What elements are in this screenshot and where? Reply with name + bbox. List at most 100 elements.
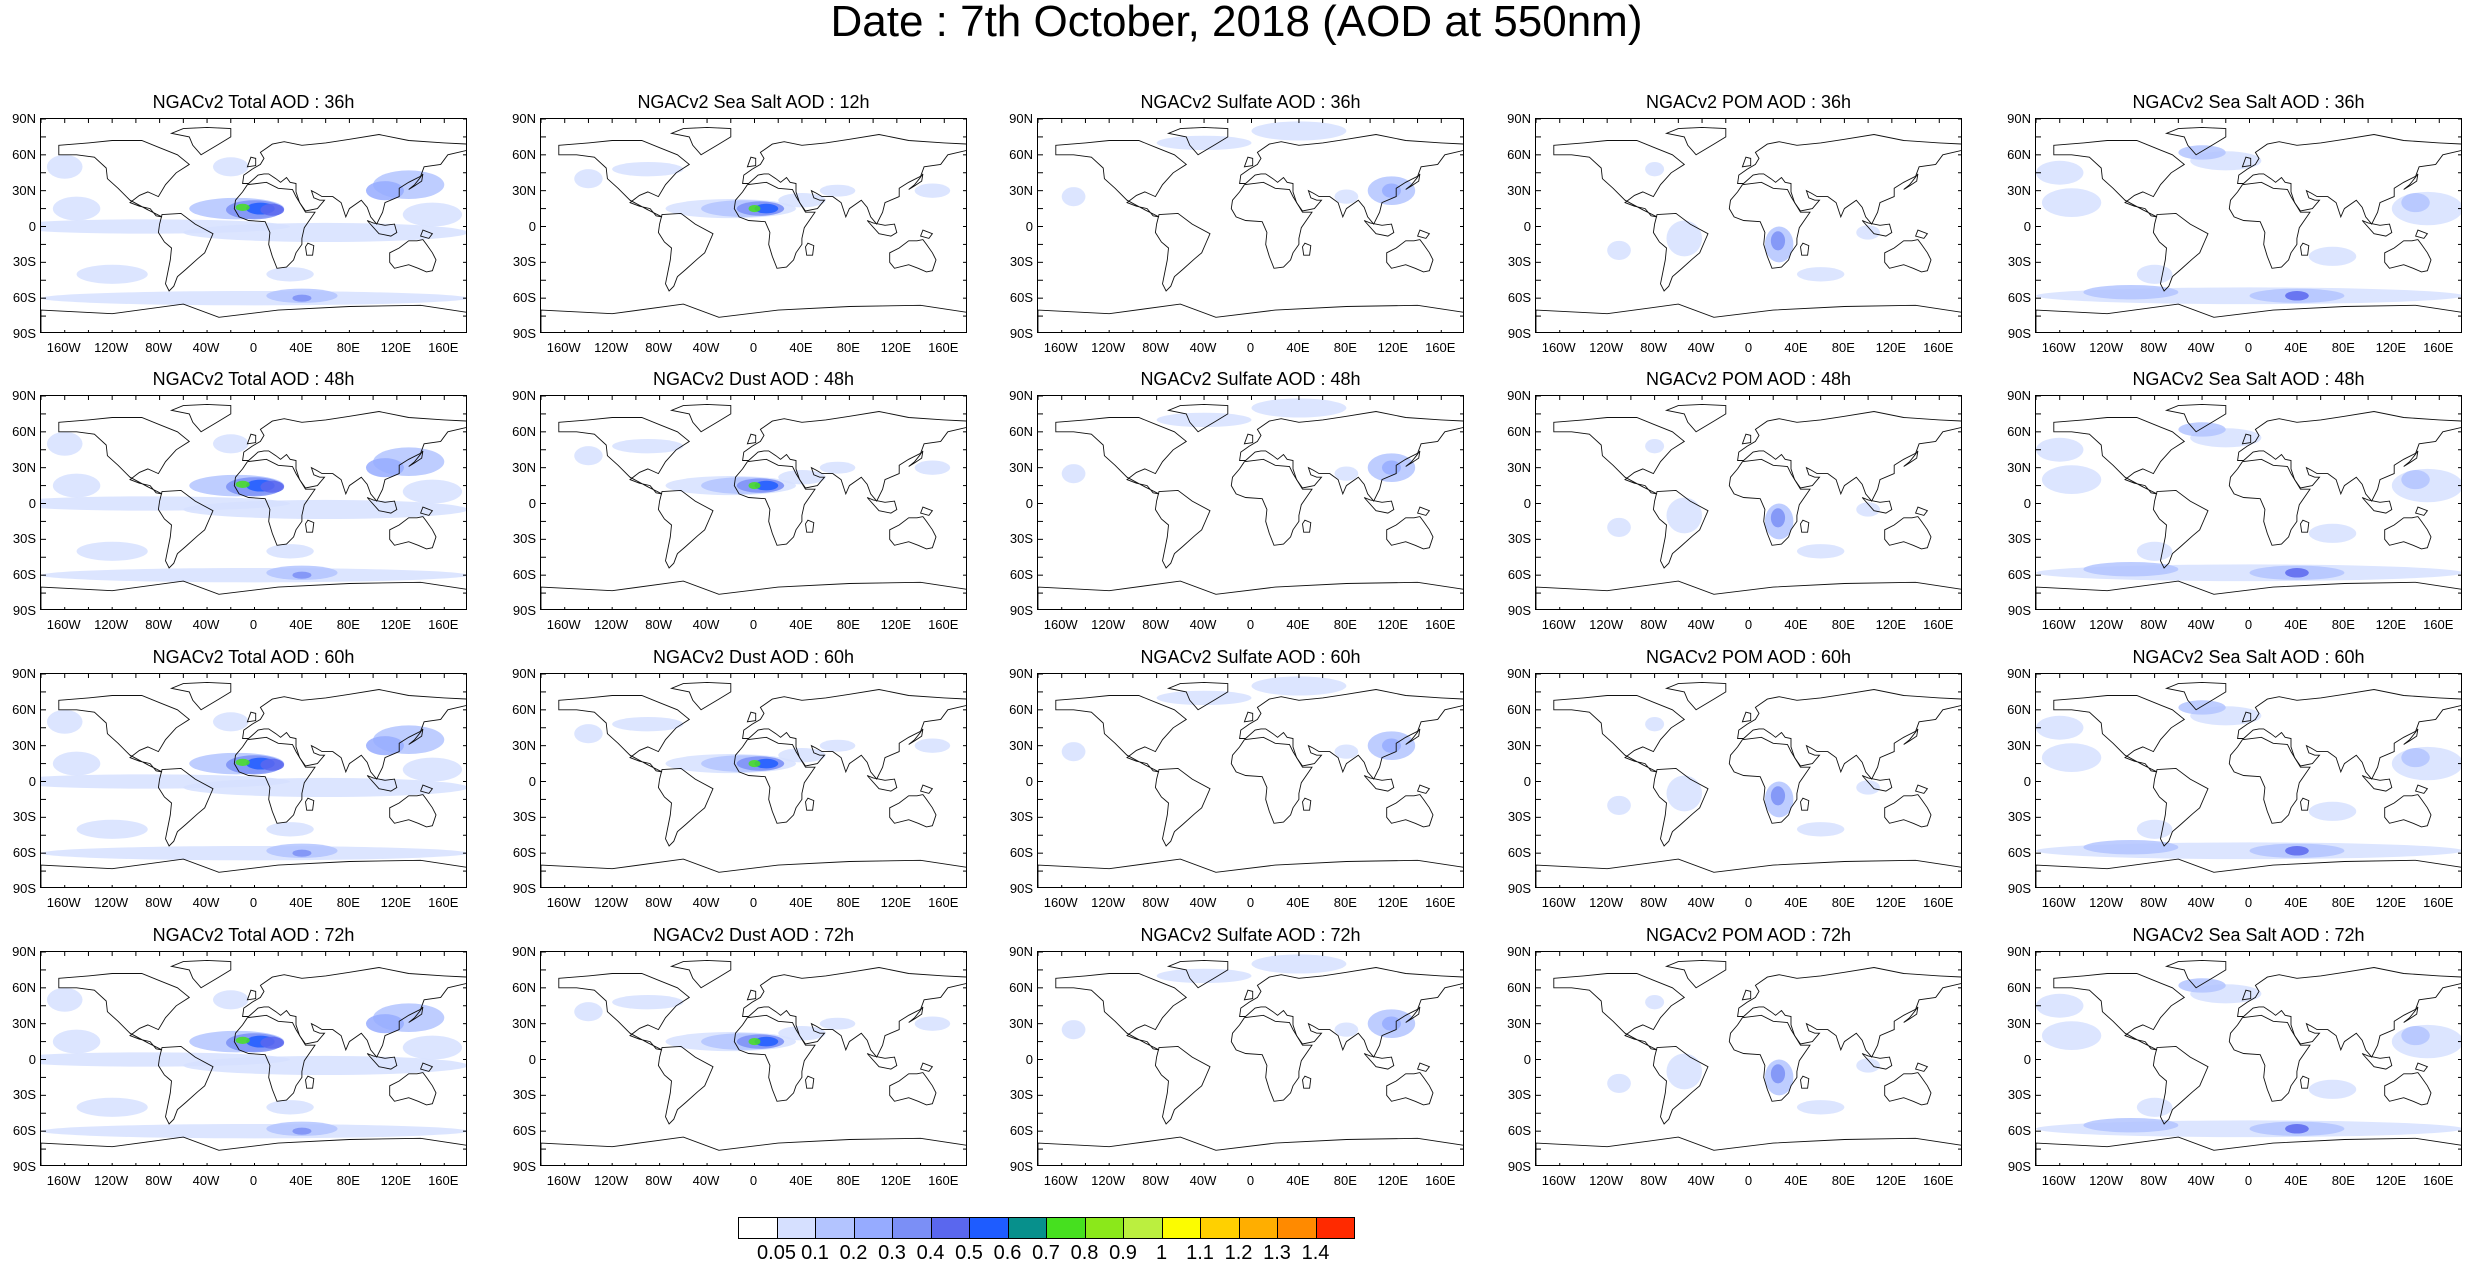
latitude-label: 0: [28, 218, 36, 234]
map-svg: [1038, 396, 1463, 609]
longitude-label: 160E: [428, 617, 459, 632]
coastline-3: [242, 134, 466, 225]
latitude-label: 30S: [1009, 531, 1033, 547]
latitude-label: 90N: [512, 666, 536, 681]
coastline-11: [541, 303, 966, 332]
coastline-10: [1302, 242, 1312, 256]
latitude-label: 60N: [12, 146, 36, 162]
map-plot-area: [1535, 951, 1962, 1166]
longitude-label: 160W: [546, 1173, 581, 1188]
longitude-label: 40W: [1189, 895, 1217, 910]
coastline-11: [541, 858, 966, 887]
aod-field-3: [235, 480, 250, 488]
coastline-8: [2403, 728, 2419, 745]
longitude-label: 40E: [1286, 1173, 1310, 1188]
longitude-label: 40W: [192, 340, 220, 355]
latitude-label: 30S: [512, 254, 536, 270]
latitude-label: 60N: [1507, 146, 1531, 162]
longitude-label: 80E: [2331, 895, 2355, 910]
coastline-1: [1154, 1045, 1211, 1125]
aod-field-8: [914, 738, 951, 753]
longitude-label: 160W: [2041, 617, 2076, 632]
coastline-4: [1386, 239, 1434, 273]
colorbar-label: 0.9: [1109, 1242, 1137, 1264]
aod-field-3: [754, 480, 779, 491]
latitude-label: 60S: [1507, 845, 1531, 861]
coastline-4: [2384, 516, 2432, 550]
coastline-6: [1363, 497, 1395, 514]
coastline-8: [408, 450, 424, 467]
longitude-label: 80E: [2331, 340, 2355, 355]
coastline-5: [1166, 959, 1229, 989]
longitude-label: 120E: [1377, 1173, 1409, 1188]
map-panel: NGACv2 POM AOD : 72h 90N 60N 30N 0 30S 60S 90S 1…: [1495, 923, 2002, 1198]
coastline-2: [233, 1014, 316, 1102]
coastline-5: [1166, 403, 1229, 433]
map-plot-area: [40, 118, 467, 333]
map-svg: [2036, 396, 2461, 609]
longitude-label: 160E: [1425, 1173, 1456, 1188]
map-plot-area: [1535, 673, 1962, 888]
latitude-label: 60S: [2007, 845, 2031, 861]
coastline-9: [2241, 433, 2252, 445]
longitude-label: 80E: [836, 340, 860, 355]
map-panel: NGACv2 POM AOD : 36h 90N 60N 30N 0 30S 60S 90S 1…: [1495, 90, 2002, 365]
latitude-label: 60S: [12, 567, 36, 583]
aod-field-6: [819, 739, 856, 752]
longitude-label: 120E: [1875, 895, 1907, 910]
map-panel: NGACv2 Total AOD : 36h 90N 60N 30N 0 30S 60S 90…: [0, 90, 507, 365]
longitude-label: 40E: [1784, 617, 1808, 632]
aod-field-4: [260, 1036, 285, 1049]
aod-field-12: [76, 819, 148, 839]
coastline-9: [1741, 156, 1752, 168]
latitude-label: 90N: [2007, 388, 2031, 403]
latitude-label: 60S: [1009, 567, 1033, 583]
longitude-label: 40W: [692, 1173, 720, 1188]
latitude-label: 90N: [2007, 111, 2031, 126]
longitude-label: 40W: [692, 895, 720, 910]
coastline-4: [2384, 1072, 2432, 1106]
latitude-label: 90N: [1009, 666, 1033, 681]
aod-field-8: [914, 1016, 951, 1031]
longitude-label: 80E: [336, 895, 360, 910]
latitude-label: 60S: [12, 290, 36, 306]
longitude-label: 40E: [1784, 895, 1808, 910]
coastline-6: [1363, 775, 1395, 792]
map-svg: [1536, 119, 1961, 332]
latitude-label: 60S: [1009, 290, 1033, 306]
aod-field-2: [1156, 135, 1252, 151]
latitude-label: 90S: [2007, 1159, 2031, 1174]
aod-field-6: [1645, 162, 1665, 177]
aod-field-8: [365, 1014, 404, 1034]
aod-field-12: [76, 1097, 148, 1117]
coastline-1: [1154, 212, 1211, 292]
aod-field-9: [2036, 993, 2084, 1018]
coastline-3: [2237, 967, 2461, 1058]
longitude-label: 40W: [1189, 340, 1217, 355]
latitude-label: 60S: [1507, 1123, 1531, 1139]
longitude-label: 80E: [836, 617, 860, 632]
longitude-label: 40E: [2284, 895, 2308, 910]
map-plot-area: [2035, 673, 2462, 888]
longitude-label: 40E: [1784, 1173, 1808, 1188]
latitude-label: 60N: [512, 701, 536, 717]
aod-field-17: [212, 157, 249, 177]
coastline-6: [1861, 775, 1893, 792]
latitude-label: 0: [28, 495, 36, 511]
aod-field-11: [2136, 264, 2173, 284]
aod-field-1: [1770, 231, 1786, 251]
map-panel: NGACv2 Dust AOD : 48h 90N 60N 30N 0 30S 60S 90S…: [500, 367, 1007, 642]
aod-field-10: [2308, 523, 2357, 543]
aod-field-9: [574, 724, 603, 744]
longitude-label: 40W: [1687, 1173, 1715, 1188]
coastline-0: [58, 695, 191, 773]
longitude-label: 160E: [1425, 617, 1456, 632]
longitude-label: 80W: [2140, 895, 2167, 910]
map-panel: NGACv2 Dust AOD : 60h 90N 60N 30N 0 30S 60S 90S…: [500, 645, 1007, 920]
latitude-label: 30S: [12, 1087, 36, 1103]
coastline-9: [1243, 156, 1254, 168]
colorbar-swatch: [1161, 1217, 1201, 1239]
aod-field-12: [76, 264, 148, 284]
panel-title: NGACv2 Sulfate AOD : 48h: [1140, 369, 1361, 389]
latitude-label: 30N: [2007, 459, 2031, 475]
